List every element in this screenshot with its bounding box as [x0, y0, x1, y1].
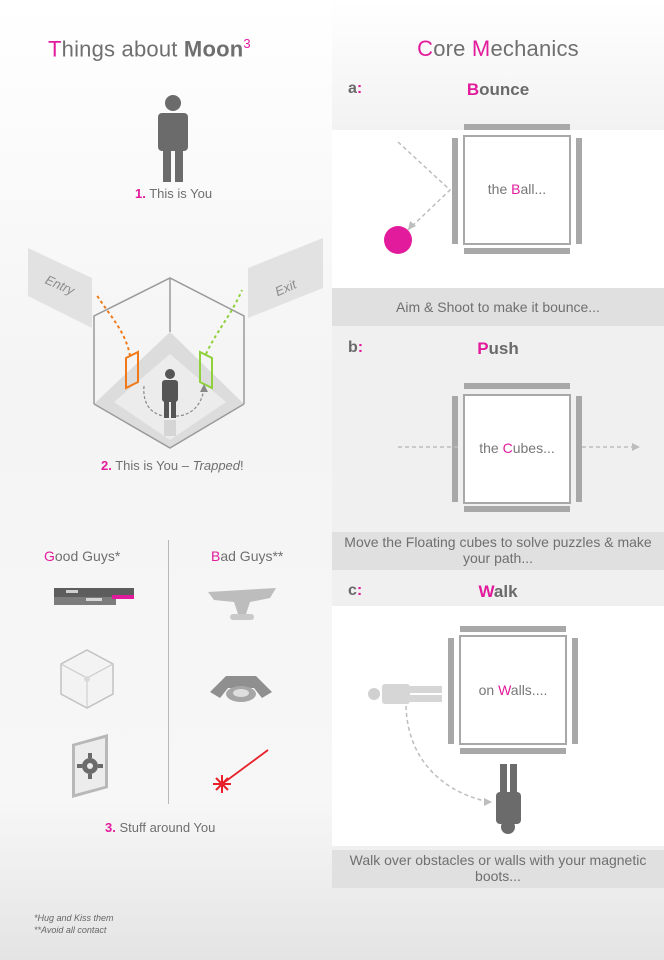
bounce-diagram [384, 124, 582, 254]
push-caption-bar: Move the Floating cubes to solve puzzles… [332, 532, 664, 570]
gun-icon [54, 588, 134, 605]
left-title: Things about Moon3 [48, 36, 251, 62]
good-guys-heading: Good Guys* [44, 548, 121, 564]
right-column: Core Mechanics a: Bounce the Ball... Aim… [332, 0, 664, 888]
footnotes: *Hug and Kiss them **Avoid all contact [34, 912, 114, 936]
section-a-letter: a: [348, 80, 363, 97]
enemy-ship-icon [208, 588, 276, 620]
cubes-label: the Cubes... [479, 440, 555, 456]
gear-plate-icon [72, 734, 108, 798]
ball-icon [384, 226, 412, 254]
glass-cube-icon [60, 649, 114, 709]
push-diagram [398, 383, 640, 512]
trapped-room-illustration: Entry Exit [28, 238, 323, 449]
caption-this-is-you: 1. This is You [135, 186, 213, 201]
left-column: Things about Moon3 1. This is You Entry … [28, 36, 323, 936]
entry-panel [28, 248, 92, 328]
section-b-letter: b: [348, 339, 364, 356]
enemy-drone-icon [210, 676, 272, 702]
right-title: Core Mechanics [417, 36, 579, 61]
section-a-title: Bounce [466, 80, 530, 99]
laser-icon [213, 749, 269, 793]
exit-panel [248, 238, 323, 318]
walk-caption-bar: Walk over obstacles or walls with your m… [332, 850, 664, 888]
section-c-title: Walk [478, 582, 518, 601]
guys-divider [168, 540, 169, 804]
footnote-good: *Hug and Kiss them [34, 913, 114, 923]
bad-guys-heading: Bad Guys** [211, 548, 284, 564]
caption-trapped: 2. This is You – Trapped! [101, 458, 244, 473]
caption-stuff-around-you: 3. Stuff around You [105, 820, 216, 835]
walk-diagram [368, 626, 578, 834]
walls-label: on Walls.... [478, 682, 548, 698]
player-figure-icon [158, 95, 188, 182]
bounce-caption-bar: Aim & Shoot to make it bounce... [332, 288, 664, 326]
section-c-letter: c: [348, 582, 363, 599]
ball-label: the Ball... [487, 181, 547, 197]
footnote-bad: **Avoid all contact [34, 925, 107, 935]
section-b-title: Push [477, 339, 519, 358]
